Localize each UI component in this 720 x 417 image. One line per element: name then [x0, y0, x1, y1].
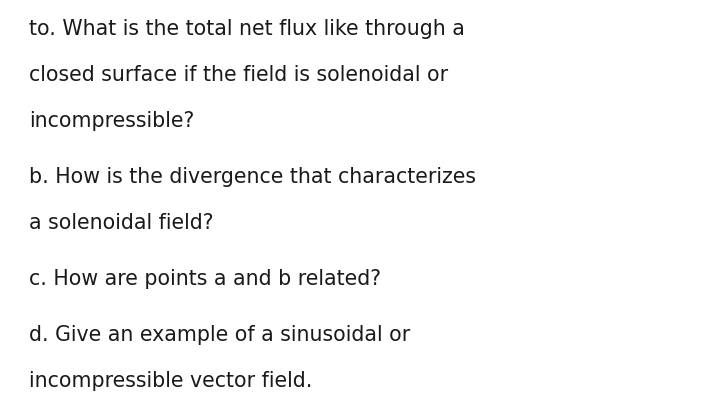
- Text: d. Give an example of a sinusoidal or: d. Give an example of a sinusoidal or: [29, 325, 410, 345]
- Text: a solenoidal field?: a solenoidal field?: [29, 213, 213, 233]
- Text: incompressible?: incompressible?: [29, 111, 194, 131]
- Text: to. What is the total net flux like through a: to. What is the total net flux like thro…: [29, 19, 464, 39]
- Text: closed surface if the field is solenoidal or: closed surface if the field is solenoida…: [29, 65, 448, 85]
- Text: b. How is the divergence that characterizes: b. How is the divergence that characteri…: [29, 167, 476, 187]
- Text: incompressible vector field.: incompressible vector field.: [29, 371, 312, 391]
- Text: c. How are points a and b related?: c. How are points a and b related?: [29, 269, 381, 289]
